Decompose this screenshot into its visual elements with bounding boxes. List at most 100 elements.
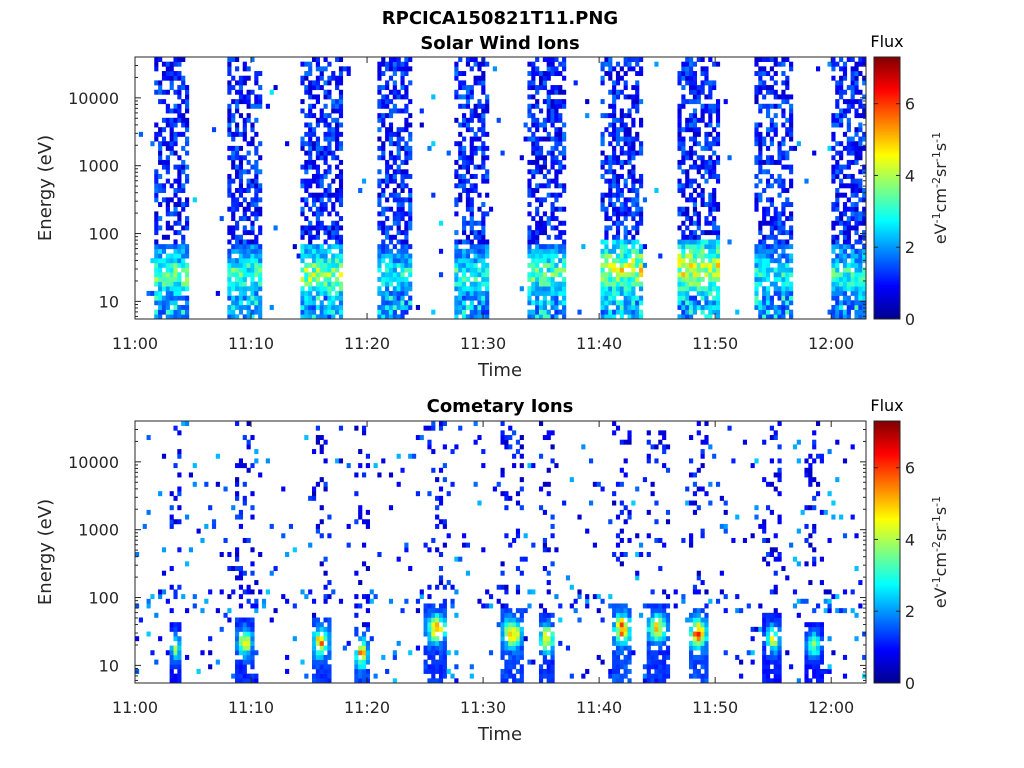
heatmap-cell <box>308 295 313 301</box>
heatmap-cell <box>508 650 513 656</box>
heatmap-cell <box>154 659 159 665</box>
heatmap-cell <box>654 603 659 609</box>
heatmap-cell <box>681 75 686 81</box>
heatmap-cell <box>473 103 478 109</box>
heatmap-cell <box>558 220 563 226</box>
heatmap-cell <box>315 117 320 123</box>
heatmap-cell <box>473 295 478 301</box>
heatmap-cell <box>858 197 863 203</box>
heatmap-cell <box>689 113 694 119</box>
heatmap-cell <box>546 113 551 119</box>
heatmap-cell <box>512 626 517 632</box>
heatmap-cell <box>338 131 344 137</box>
heatmap-cell <box>473 188 478 193</box>
heatmap-cell <box>527 169 532 175</box>
heatmap-cell <box>765 211 771 217</box>
heatmap-cell <box>769 183 774 189</box>
heatmap-cell <box>235 57 240 62</box>
heatmap-cell <box>181 262 186 268</box>
heatmap-cell <box>685 216 690 222</box>
heatmap-cell <box>839 248 844 254</box>
heatmap-cell <box>454 272 459 278</box>
heatmap-cell <box>785 239 790 245</box>
heatmap-cell <box>338 244 344 250</box>
heatmap-cell <box>227 57 232 62</box>
heatmap-cell <box>781 57 786 62</box>
heatmap-cell <box>608 169 613 175</box>
heatmap-cell <box>858 304 863 310</box>
heatmap-cell <box>831 281 836 287</box>
heatmap-cell <box>500 430 505 436</box>
heatmap-cell <box>250 300 255 306</box>
heatmap-cell <box>785 276 790 282</box>
heatmap-cell <box>712 220 717 226</box>
heatmap-cell <box>542 659 547 665</box>
heatmap-cell <box>854 206 859 212</box>
heatmap-cell <box>627 430 632 436</box>
heatmap-cell <box>850 276 855 282</box>
heatmap-cell <box>665 594 671 600</box>
heatmap-cell <box>773 57 778 62</box>
heatmap-cell <box>365 509 370 515</box>
heatmap-cell <box>377 286 382 292</box>
heatmap-cell <box>385 178 390 184</box>
heatmap-cell <box>715 300 721 306</box>
heatmap-cell <box>331 155 336 161</box>
heatmap-cell <box>227 295 232 301</box>
heatmap-cell <box>331 314 336 320</box>
heatmap-cell <box>615 192 621 198</box>
heatmap-cell <box>500 570 505 576</box>
heatmap-cell <box>615 659 621 665</box>
heatmap-cell <box>515 491 521 497</box>
heatmap-cell <box>311 85 317 91</box>
heatmap-cell <box>562 206 567 212</box>
heatmap-cell <box>342 645 347 651</box>
heatmap-cell <box>161 159 167 165</box>
heatmap-cell <box>473 230 478 236</box>
heatmap-cell <box>315 523 320 529</box>
heatmap-cell <box>639 150 644 156</box>
heatmap-cell <box>388 472 394 478</box>
heatmap-cell <box>535 295 540 301</box>
heatmap-cell <box>615 481 621 487</box>
heatmap-cell <box>527 309 532 315</box>
heatmap-cell <box>835 281 840 287</box>
heatmap-cell <box>446 533 451 539</box>
heatmap-cell <box>231 202 236 208</box>
heatmap-cell <box>469 281 474 287</box>
heatmap-cell <box>758 164 763 170</box>
heatmap-cell <box>600 267 605 273</box>
heatmap-cell <box>169 678 174 684</box>
heatmap-cell <box>508 612 513 618</box>
heatmap-cell <box>146 603 151 609</box>
heatmap-cell <box>623 113 628 119</box>
heatmap-cell <box>358 603 363 609</box>
heatmap-cell <box>365 594 370 600</box>
heatmap-cell <box>627 61 632 67</box>
heatmap-cell <box>173 150 178 156</box>
heatmap-cell <box>685 281 690 287</box>
heatmap-cell <box>527 589 532 595</box>
heatmap-cell <box>700 103 705 109</box>
heatmap-cell <box>396 556 401 562</box>
heatmap-cell <box>546 99 551 105</box>
heatmap-cell <box>254 272 259 278</box>
heatmap-cell <box>177 89 182 95</box>
heatmap-cell <box>315 178 320 184</box>
heatmap-cell <box>381 304 386 310</box>
heatmap-cell <box>627 136 632 142</box>
heatmap-cell <box>765 169 771 175</box>
heatmap-cell <box>677 225 682 231</box>
heatmap-cell <box>531 267 536 273</box>
heatmap-cell <box>681 192 686 198</box>
heatmap-cell <box>631 314 636 320</box>
heatmap-cell <box>231 234 236 240</box>
heatmap-cell <box>246 99 251 105</box>
heatmap-cell <box>327 225 332 231</box>
heatmap-cell <box>658 668 663 674</box>
heatmap-cell <box>177 220 182 226</box>
heatmap-cell <box>400 262 405 268</box>
heatmap-cell <box>527 159 532 165</box>
heatmap-cell <box>835 239 840 245</box>
heatmap-cell <box>358 188 363 193</box>
